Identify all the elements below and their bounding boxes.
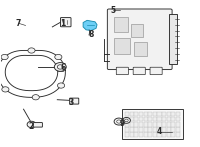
Circle shape xyxy=(32,95,39,100)
FancyBboxPatch shape xyxy=(162,122,166,127)
FancyBboxPatch shape xyxy=(162,127,166,132)
FancyBboxPatch shape xyxy=(134,112,138,116)
FancyBboxPatch shape xyxy=(157,127,162,132)
Text: 5: 5 xyxy=(110,6,115,15)
FancyBboxPatch shape xyxy=(125,112,129,116)
Text: 2: 2 xyxy=(29,122,34,131)
FancyBboxPatch shape xyxy=(114,37,130,54)
Text: 1: 1 xyxy=(61,19,66,28)
FancyBboxPatch shape xyxy=(134,42,147,56)
FancyBboxPatch shape xyxy=(125,132,129,137)
Circle shape xyxy=(114,118,124,125)
Polygon shape xyxy=(83,20,97,31)
FancyBboxPatch shape xyxy=(157,112,162,116)
FancyBboxPatch shape xyxy=(162,112,166,116)
FancyBboxPatch shape xyxy=(125,122,129,127)
FancyBboxPatch shape xyxy=(125,127,129,132)
FancyBboxPatch shape xyxy=(167,127,171,132)
FancyBboxPatch shape xyxy=(171,127,175,132)
FancyBboxPatch shape xyxy=(148,132,152,137)
Text: 7: 7 xyxy=(16,19,21,28)
FancyBboxPatch shape xyxy=(130,127,134,132)
Text: 8: 8 xyxy=(88,30,94,39)
FancyBboxPatch shape xyxy=(171,132,175,137)
Circle shape xyxy=(27,121,36,128)
FancyBboxPatch shape xyxy=(169,14,177,65)
FancyBboxPatch shape xyxy=(144,127,148,132)
FancyBboxPatch shape xyxy=(107,9,172,70)
FancyBboxPatch shape xyxy=(153,122,157,127)
FancyBboxPatch shape xyxy=(130,117,134,121)
Text: 3: 3 xyxy=(69,98,74,107)
FancyBboxPatch shape xyxy=(33,123,42,127)
FancyBboxPatch shape xyxy=(176,132,180,137)
FancyBboxPatch shape xyxy=(70,98,79,104)
Circle shape xyxy=(55,54,62,60)
FancyBboxPatch shape xyxy=(139,122,143,127)
FancyBboxPatch shape xyxy=(144,122,148,127)
Circle shape xyxy=(54,63,66,71)
Circle shape xyxy=(122,117,130,123)
FancyBboxPatch shape xyxy=(148,117,152,121)
Circle shape xyxy=(28,48,35,53)
Circle shape xyxy=(57,83,65,88)
FancyBboxPatch shape xyxy=(134,132,138,137)
FancyBboxPatch shape xyxy=(162,117,166,121)
FancyBboxPatch shape xyxy=(171,117,175,121)
FancyBboxPatch shape xyxy=(148,127,152,132)
FancyBboxPatch shape xyxy=(153,112,157,116)
FancyBboxPatch shape xyxy=(134,127,138,132)
FancyBboxPatch shape xyxy=(130,122,134,127)
FancyBboxPatch shape xyxy=(167,132,171,137)
FancyBboxPatch shape xyxy=(60,18,71,27)
FancyBboxPatch shape xyxy=(153,132,157,137)
FancyBboxPatch shape xyxy=(130,132,134,137)
Circle shape xyxy=(1,54,8,60)
FancyBboxPatch shape xyxy=(176,122,180,127)
FancyBboxPatch shape xyxy=(125,117,129,121)
FancyBboxPatch shape xyxy=(148,122,152,127)
FancyBboxPatch shape xyxy=(157,122,162,127)
FancyBboxPatch shape xyxy=(157,117,162,121)
FancyBboxPatch shape xyxy=(139,132,143,137)
FancyBboxPatch shape xyxy=(150,67,162,75)
FancyBboxPatch shape xyxy=(122,110,183,139)
FancyBboxPatch shape xyxy=(131,24,143,37)
FancyBboxPatch shape xyxy=(148,112,152,116)
FancyBboxPatch shape xyxy=(167,112,171,116)
FancyBboxPatch shape xyxy=(176,127,180,132)
FancyBboxPatch shape xyxy=(134,117,138,121)
Text: 6: 6 xyxy=(61,63,66,72)
FancyBboxPatch shape xyxy=(167,122,171,127)
FancyBboxPatch shape xyxy=(114,17,128,32)
Text: 9: 9 xyxy=(119,119,124,128)
FancyBboxPatch shape xyxy=(139,112,143,116)
FancyBboxPatch shape xyxy=(139,117,143,121)
FancyBboxPatch shape xyxy=(134,122,138,127)
FancyBboxPatch shape xyxy=(171,122,175,127)
FancyBboxPatch shape xyxy=(176,112,180,116)
Circle shape xyxy=(2,87,9,92)
FancyBboxPatch shape xyxy=(162,132,166,137)
FancyBboxPatch shape xyxy=(157,132,162,137)
FancyBboxPatch shape xyxy=(144,117,148,121)
FancyBboxPatch shape xyxy=(144,112,148,116)
FancyBboxPatch shape xyxy=(130,112,134,116)
FancyBboxPatch shape xyxy=(176,117,180,121)
FancyBboxPatch shape xyxy=(133,67,145,75)
FancyBboxPatch shape xyxy=(171,112,175,116)
FancyBboxPatch shape xyxy=(153,117,157,121)
FancyBboxPatch shape xyxy=(139,127,143,132)
Text: 4: 4 xyxy=(157,127,162,136)
FancyBboxPatch shape xyxy=(116,67,128,75)
FancyBboxPatch shape xyxy=(167,117,171,121)
FancyBboxPatch shape xyxy=(153,127,157,132)
FancyBboxPatch shape xyxy=(144,132,148,137)
